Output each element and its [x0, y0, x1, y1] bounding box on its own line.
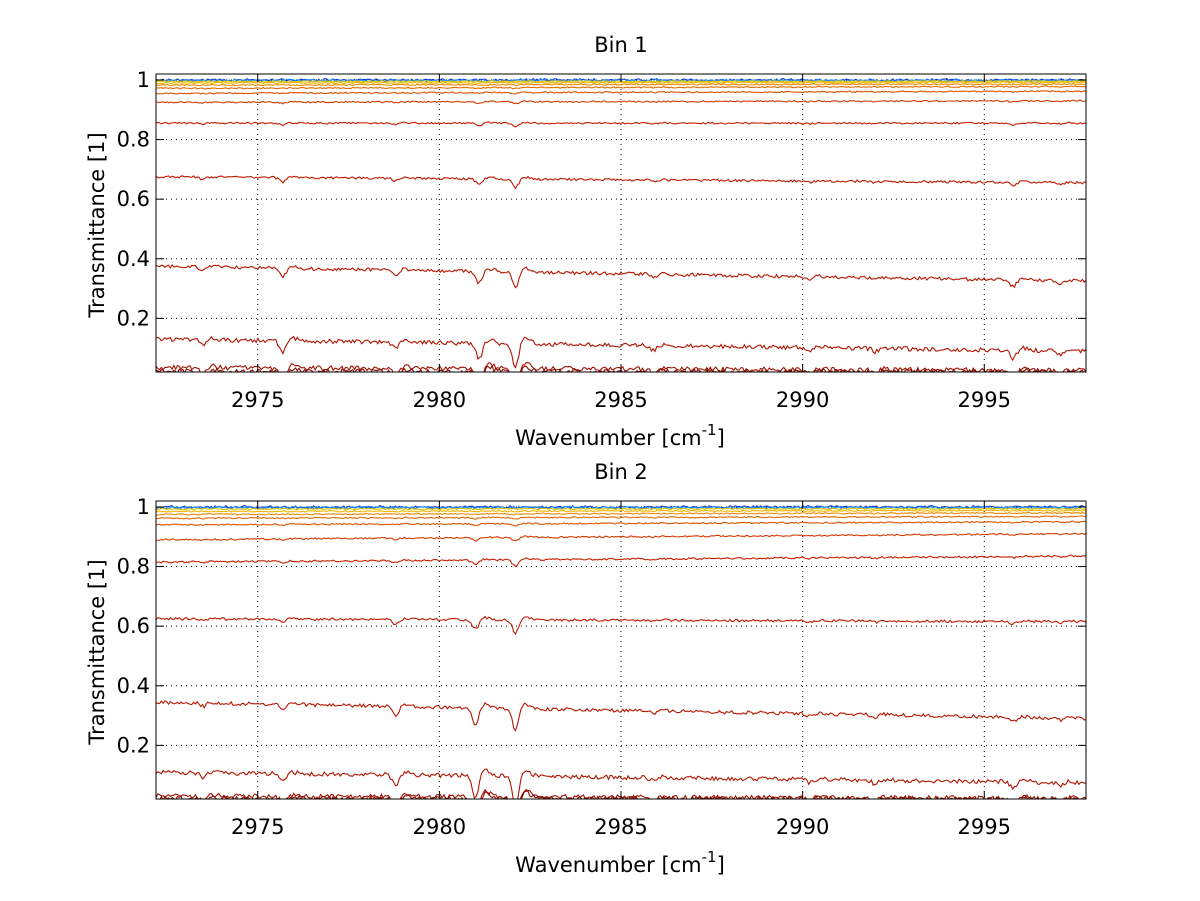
x-tick-label: 2990	[776, 388, 829, 412]
y-tick-label: 0.8	[117, 128, 150, 152]
series-line-11	[156, 700, 1086, 732]
y-tick-label: 0.2	[117, 733, 150, 757]
x-axis-label: Wavenumber [cm-1]	[515, 421, 725, 450]
series-line-9	[156, 121, 1086, 128]
y-tick-label: 0.4	[117, 674, 150, 698]
x-tick-label: 2985	[594, 815, 647, 839]
series-line-5	[156, 82, 1086, 87]
series-line-7	[156, 520, 1086, 527]
series-line-8	[156, 99, 1086, 105]
x-tick-label: 2980	[413, 388, 466, 412]
y-tick-label: 0.6	[117, 614, 150, 638]
x-tick-label: 2990	[776, 815, 829, 839]
y-tick-label: 0.8	[117, 555, 150, 579]
chart-title: Bin 2	[594, 460, 648, 484]
x-tick-label: 2995	[958, 388, 1011, 412]
y-tick-label: 0.4	[117, 247, 150, 271]
series-line-6	[156, 85, 1086, 90]
chart-panel-1: 2975 2980 2985 2990 2995 0.2 0.4 0.6 0.8 1 Bin 1 Wa…	[85, 33, 1087, 450]
series-line-7	[156, 90, 1086, 95]
y-tick-label: 1	[137, 68, 150, 92]
series-line-5	[156, 511, 1086, 516]
series-line-12	[156, 335, 1086, 369]
series-line-4	[156, 81, 1086, 85]
x-tick-label: 2985	[594, 388, 647, 412]
x-axis-label: Wavenumber [cm-1]	[515, 848, 725, 877]
y-tick-label: 1	[137, 495, 150, 519]
series-line-4	[156, 509, 1086, 513]
x-tick-label: 2975	[231, 815, 284, 839]
y-tick-label: 0.2	[117, 306, 150, 330]
series-line-10	[156, 615, 1086, 636]
y-tick-label: 0.6	[117, 187, 150, 211]
x-tick-label: 2980	[413, 815, 466, 839]
x-tick-label: 2995	[958, 815, 1011, 839]
y-axis-label: Transmittance [1]	[85, 559, 109, 745]
series-line-10	[156, 175, 1086, 190]
y-axis-label: Transmittance [1]	[85, 132, 109, 318]
series-line-9	[156, 554, 1086, 567]
series-line-8	[156, 532, 1086, 542]
series-line-6	[156, 515, 1086, 520]
plot-area	[156, 74, 1086, 372]
chart-panel-2: 2975 2980 2985 2990 2995 0.2 0.4 0.6 0.8 1 Bin 2 Wa…	[85, 460, 1087, 877]
plot-area	[156, 501, 1086, 799]
series-line-11	[156, 264, 1086, 289]
chart-title: Bin 1	[594, 33, 648, 57]
x-tick-label: 2975	[231, 388, 284, 412]
series-line-12	[156, 768, 1086, 799]
